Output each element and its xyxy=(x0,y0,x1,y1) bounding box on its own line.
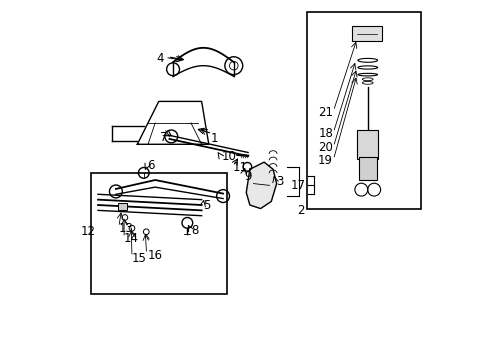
Bar xyxy=(91,173,226,294)
Text: 7: 7 xyxy=(160,131,167,144)
Bar xyxy=(356,130,378,158)
Text: 13: 13 xyxy=(119,222,133,235)
Text: 20: 20 xyxy=(318,141,332,154)
Text: 14: 14 xyxy=(123,233,139,246)
Text: 16: 16 xyxy=(147,248,162,261)
Text: 1: 1 xyxy=(210,132,218,145)
Text: 10: 10 xyxy=(221,150,236,163)
Bar xyxy=(358,157,376,180)
Text: 3: 3 xyxy=(275,175,283,188)
Bar xyxy=(306,12,421,208)
Text: 11: 11 xyxy=(233,161,247,174)
Text: 4: 4 xyxy=(156,52,164,65)
Polygon shape xyxy=(246,162,276,208)
Text: 8: 8 xyxy=(190,224,198,237)
Bar xyxy=(118,203,126,210)
Text: 9: 9 xyxy=(244,170,251,183)
Text: 15: 15 xyxy=(132,252,146,265)
Text: 2: 2 xyxy=(297,204,304,217)
Text: 19: 19 xyxy=(317,154,332,167)
Text: 5: 5 xyxy=(203,198,210,212)
Bar xyxy=(351,26,381,41)
Text: 12: 12 xyxy=(80,225,95,238)
Text: 17: 17 xyxy=(290,179,305,192)
Text: 6: 6 xyxy=(147,159,155,172)
Text: 21: 21 xyxy=(317,105,332,119)
Text: 18: 18 xyxy=(318,127,332,140)
